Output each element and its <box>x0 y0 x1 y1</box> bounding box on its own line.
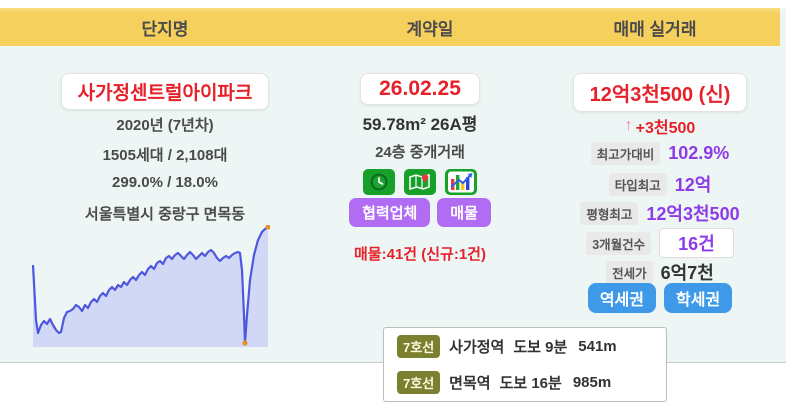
distance: 541m <box>578 338 617 355</box>
chart-icon[interactable] <box>445 169 477 195</box>
map-icon[interactable] <box>404 169 436 195</box>
stat-row-type-max: 타입최고 12억 <box>535 171 785 197</box>
price-change-value: +3천500 <box>635 120 696 137</box>
stat-value: 102.9% <box>668 143 730 163</box>
complex-ratios: 299.0% / 18.0% <box>112 174 218 191</box>
walk-time: 도보 9분 <box>513 339 568 356</box>
contract-floor-type: 24층 중개거래 <box>375 144 465 161</box>
stat-row-3month-count: 3개월건수 16건 <box>535 228 785 258</box>
contract-area: 59.78m² 26A평 <box>362 115 478 134</box>
price-trend-chart <box>30 224 271 350</box>
clock-icon[interactable] <box>363 169 395 195</box>
subway-line-badge: 7호선 <box>397 371 441 394</box>
stat-label: 전세가 <box>606 260 653 284</box>
stat-row-peak-ratio: 최고가대비 102.9% <box>535 142 785 165</box>
subway-line-badge: 7호선 <box>397 335 441 358</box>
subway-row: 7호선 사가정역 도보 9분 541m <box>397 335 653 358</box>
header-complex-name: 단지명 <box>141 19 189 39</box>
stat-label: 최고가대비 <box>590 142 661 165</box>
header-contract-date: 계약일 <box>406 19 454 39</box>
listing-count: 매물:41건 (신규:1건) <box>354 246 486 263</box>
header-sale-price: 매매 실거래 <box>613 19 697 39</box>
stat-value: 12억 <box>674 175 712 195</box>
subway-access-popup: 7호선 사가정역 도보 9분 541m 7호선 면목역 도보 16분 985m <box>383 327 667 402</box>
price-change: ↑ +3천500 <box>535 114 785 138</box>
station-name: 면목역 <box>449 375 491 392</box>
complex-households: 1505세대 / 2,108대 <box>102 147 228 164</box>
complex-name-button[interactable]: 사가정센트럴아이파크 <box>60 73 270 110</box>
station-area-button[interactable]: 역세권 <box>587 283 656 313</box>
stat-value: 16건 <box>659 228 734 258</box>
partners-button[interactable]: 협력업체 <box>349 198 431 227</box>
sale-price-button[interactable]: 12억3천500 (신) <box>572 73 748 112</box>
stat-value: 6억7천 <box>660 263 714 283</box>
listings-button[interactable]: 매물 <box>437 198 491 227</box>
up-arrow-icon: ↑ <box>624 117 633 134</box>
stat-label: 평형최고 <box>580 201 639 225</box>
stat-label: 타입최고 <box>608 172 667 196</box>
complex-year: 2020년 (7년차) <box>116 117 214 134</box>
complex-address: 서울특별시 중랑구 면목동 <box>84 206 246 223</box>
contract-date-button[interactable]: 26.02.25 <box>360 73 480 105</box>
walk-time: 도보 16분 <box>499 375 562 392</box>
stat-value: 12억3천500 <box>646 204 740 224</box>
stat-label: 3개월건수 <box>586 231 652 255</box>
school-area-button[interactable]: 학세권 <box>664 283 733 313</box>
station-name: 사가정역 <box>449 339 505 356</box>
table-header: 단지명 계약일 매매 실거래 <box>0 8 780 46</box>
stat-row-size-max: 평형최고 12억3천500 <box>535 200 785 226</box>
distance: 985m <box>572 374 612 391</box>
stat-row-jeonse: 전세가 6억7천 <box>535 259 785 285</box>
subway-row: 7호선 면목역 도보 16분 985m <box>397 371 653 394</box>
